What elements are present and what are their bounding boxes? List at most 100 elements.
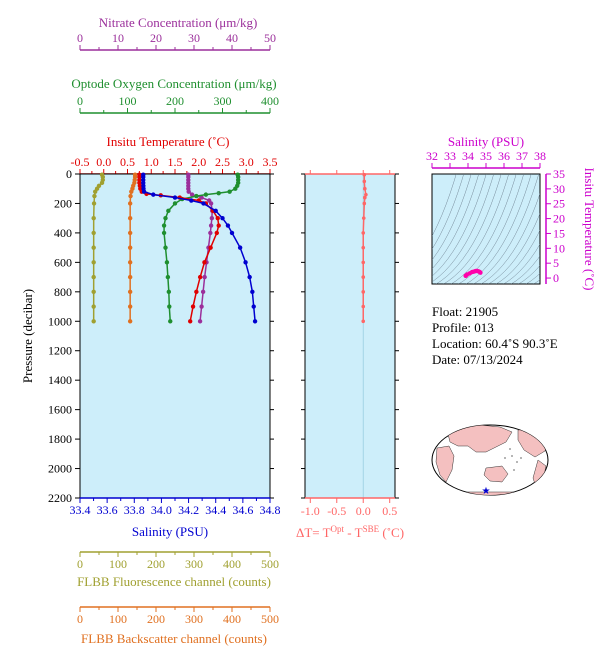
ts-density-contour [495, 229, 540, 284]
ts-density-contour [432, 174, 457, 237]
delta-t-panel: -1.0 -0.5 0.0 0.5 ΔT= TOpt - TSBE (˚C) [296, 170, 404, 540]
ts-temperature-tick-label: 25 [553, 197, 565, 211]
delta-t-data-point [364, 192, 368, 197]
oxygen-data-point [227, 189, 232, 194]
pressure-axis-title: Pressure (decibar) [20, 289, 35, 383]
nitrate-data-point [197, 319, 203, 324]
pressure-tick-label: 1000 [48, 314, 72, 328]
delta-t-data-point [361, 304, 366, 309]
oxygen-tick-label: 200 [166, 94, 184, 108]
ts-salinity-axis-title: Salinity (PSU) [448, 134, 524, 149]
temperature-axis: Insitu Temperature (˚C) -0.5 0.0 0.5 1.0 1.5… [71, 134, 278, 175]
pressure-tick-label: 400 [54, 226, 72, 240]
oxygen-data-point [194, 193, 199, 199]
nitrate-tick-label: 50 [264, 31, 276, 45]
backscatter-data-point [127, 274, 133, 280]
ts-density-contour [503, 243, 540, 284]
oxygen-data-point [163, 215, 168, 221]
backscatter-tick-label: 400 [223, 612, 241, 626]
temperature-data-point [188, 319, 193, 324]
salinity-tick-label: 33.6 [97, 503, 118, 517]
ts-density-contour [458, 174, 524, 284]
fluorescence-tick-label: 400 [223, 557, 241, 571]
temperature-data-point [194, 289, 199, 295]
ts-temperature-tick-label: 20 [553, 212, 565, 226]
fluorescence-data-point [91, 230, 96, 236]
star-icon: ★ [482, 486, 491, 497]
salinity-data-point [151, 192, 156, 197]
float-info: Float: 21905 Profile: 013 Location: 60.4… [432, 304, 558, 367]
ts-salinity-tick-label: 37 [516, 149, 528, 163]
delta-t-tick-label: -0.5 [327, 504, 346, 518]
ts-density-contour [432, 174, 479, 270]
ts-density-contour [473, 174, 539, 284]
backscatter-data-point [127, 319, 133, 324]
ts-density-contour [432, 174, 472, 261]
temperature-tick-label: 1.0 [144, 155, 159, 169]
fluorescence-axis-title: FLBB Fluorescence channel (counts) [77, 574, 271, 589]
backscatter-tick-label: 0 [77, 612, 83, 626]
temperature-tick-label: 3.0 [239, 155, 254, 169]
salinity-data-point [237, 245, 243, 250]
ts-temperature-tick-label: 10 [553, 241, 565, 255]
salinity-tick-label: 33.8 [124, 503, 145, 517]
nitrate-data-point [202, 274, 207, 280]
salinity-tick-label: 34.4 [205, 503, 226, 517]
fluorescence-data-point [91, 274, 96, 280]
temperature-data-point [208, 245, 213, 250]
ts-salinity-tick-label: 38 [534, 149, 546, 163]
fluorescence-data-point [99, 180, 105, 186]
nitrate-axis-title: Nitrate Concentration (μm/kg) [99, 15, 258, 30]
delta-t-tick-label: 0.5 [382, 504, 397, 518]
fluorescence-tick-label: 500 [261, 557, 279, 571]
ts-temperature-tick-label: 5 [553, 256, 559, 270]
fluorescence-data-point [91, 201, 97, 206]
nitrate-data-point [208, 230, 213, 236]
map-asia [447, 425, 513, 453]
oxygen-tick-label: 0 [77, 94, 83, 108]
pressure-tick-label: 600 [54, 255, 72, 269]
pressure-tick-label: 2000 [48, 462, 72, 476]
delta-t-data-point [361, 290, 366, 294]
fluorescence-data-point [91, 260, 96, 265]
pressure-tick-label: 1400 [48, 373, 72, 387]
pressure-tick-label: 1600 [48, 403, 72, 417]
backscatter-tick-label: 100 [109, 612, 127, 626]
ts-temperature-tick-label: 30 [553, 182, 565, 196]
delta-t-data-point [361, 231, 366, 235]
temperature-tick-label: 0.0 [96, 155, 111, 169]
profile-date: Date: 07/13/2024 [432, 352, 523, 367]
ts-salinity-tick-label: 32 [426, 149, 438, 163]
oxygen-tick-label: 400 [261, 94, 279, 108]
salinity-tick-label: 33.4 [70, 503, 91, 517]
salinity-data-point [141, 189, 147, 194]
backscatter-data-point [128, 193, 133, 199]
backscatter-tick-label: 300 [185, 612, 203, 626]
nitrate-axis: Nitrate Concentration (μm/kg) 0 10 20 30 40 5… [77, 15, 276, 51]
salinity-tick-label: 34.6 [232, 503, 253, 517]
salinity-data-point [201, 201, 206, 206]
ts-salinity-tick-label: 35 [480, 149, 492, 163]
delta-t-data-point [361, 319, 366, 324]
salinity-data-point [225, 223, 231, 228]
fluorescence-data-point [91, 215, 96, 221]
temperature-data-point [202, 260, 207, 265]
temperature-tick-label: 0.5 [120, 155, 135, 169]
nitrate-tick-label: 10 [112, 31, 124, 45]
ts-panel: Salinity (PSU) 32 33 34 35 36 37 38 0510152025… [426, 134, 597, 291]
oxygen-data-point [163, 245, 168, 250]
fluorescence-tick-label: 0 [77, 557, 83, 571]
delta-t-data-point [362, 201, 367, 206]
nitrate-tick-label: 0 [77, 31, 83, 45]
pressure-tick-label: 0 [66, 167, 72, 181]
oxygen-axis: Optode Oxygen Concentration (μm/kg) 0 100… [71, 76, 279, 114]
temperature-tick-label: 2.0 [191, 155, 206, 169]
ts-density-contour [488, 212, 540, 284]
delta-t-tick-label: 0.0 [356, 504, 371, 518]
float-id: Float: 21905 [432, 304, 498, 319]
oxygen-data-point [161, 230, 167, 236]
backscatter-data-point [127, 289, 133, 295]
temperature-data-point [216, 223, 221, 228]
ts-density-contour [465, 174, 532, 284]
